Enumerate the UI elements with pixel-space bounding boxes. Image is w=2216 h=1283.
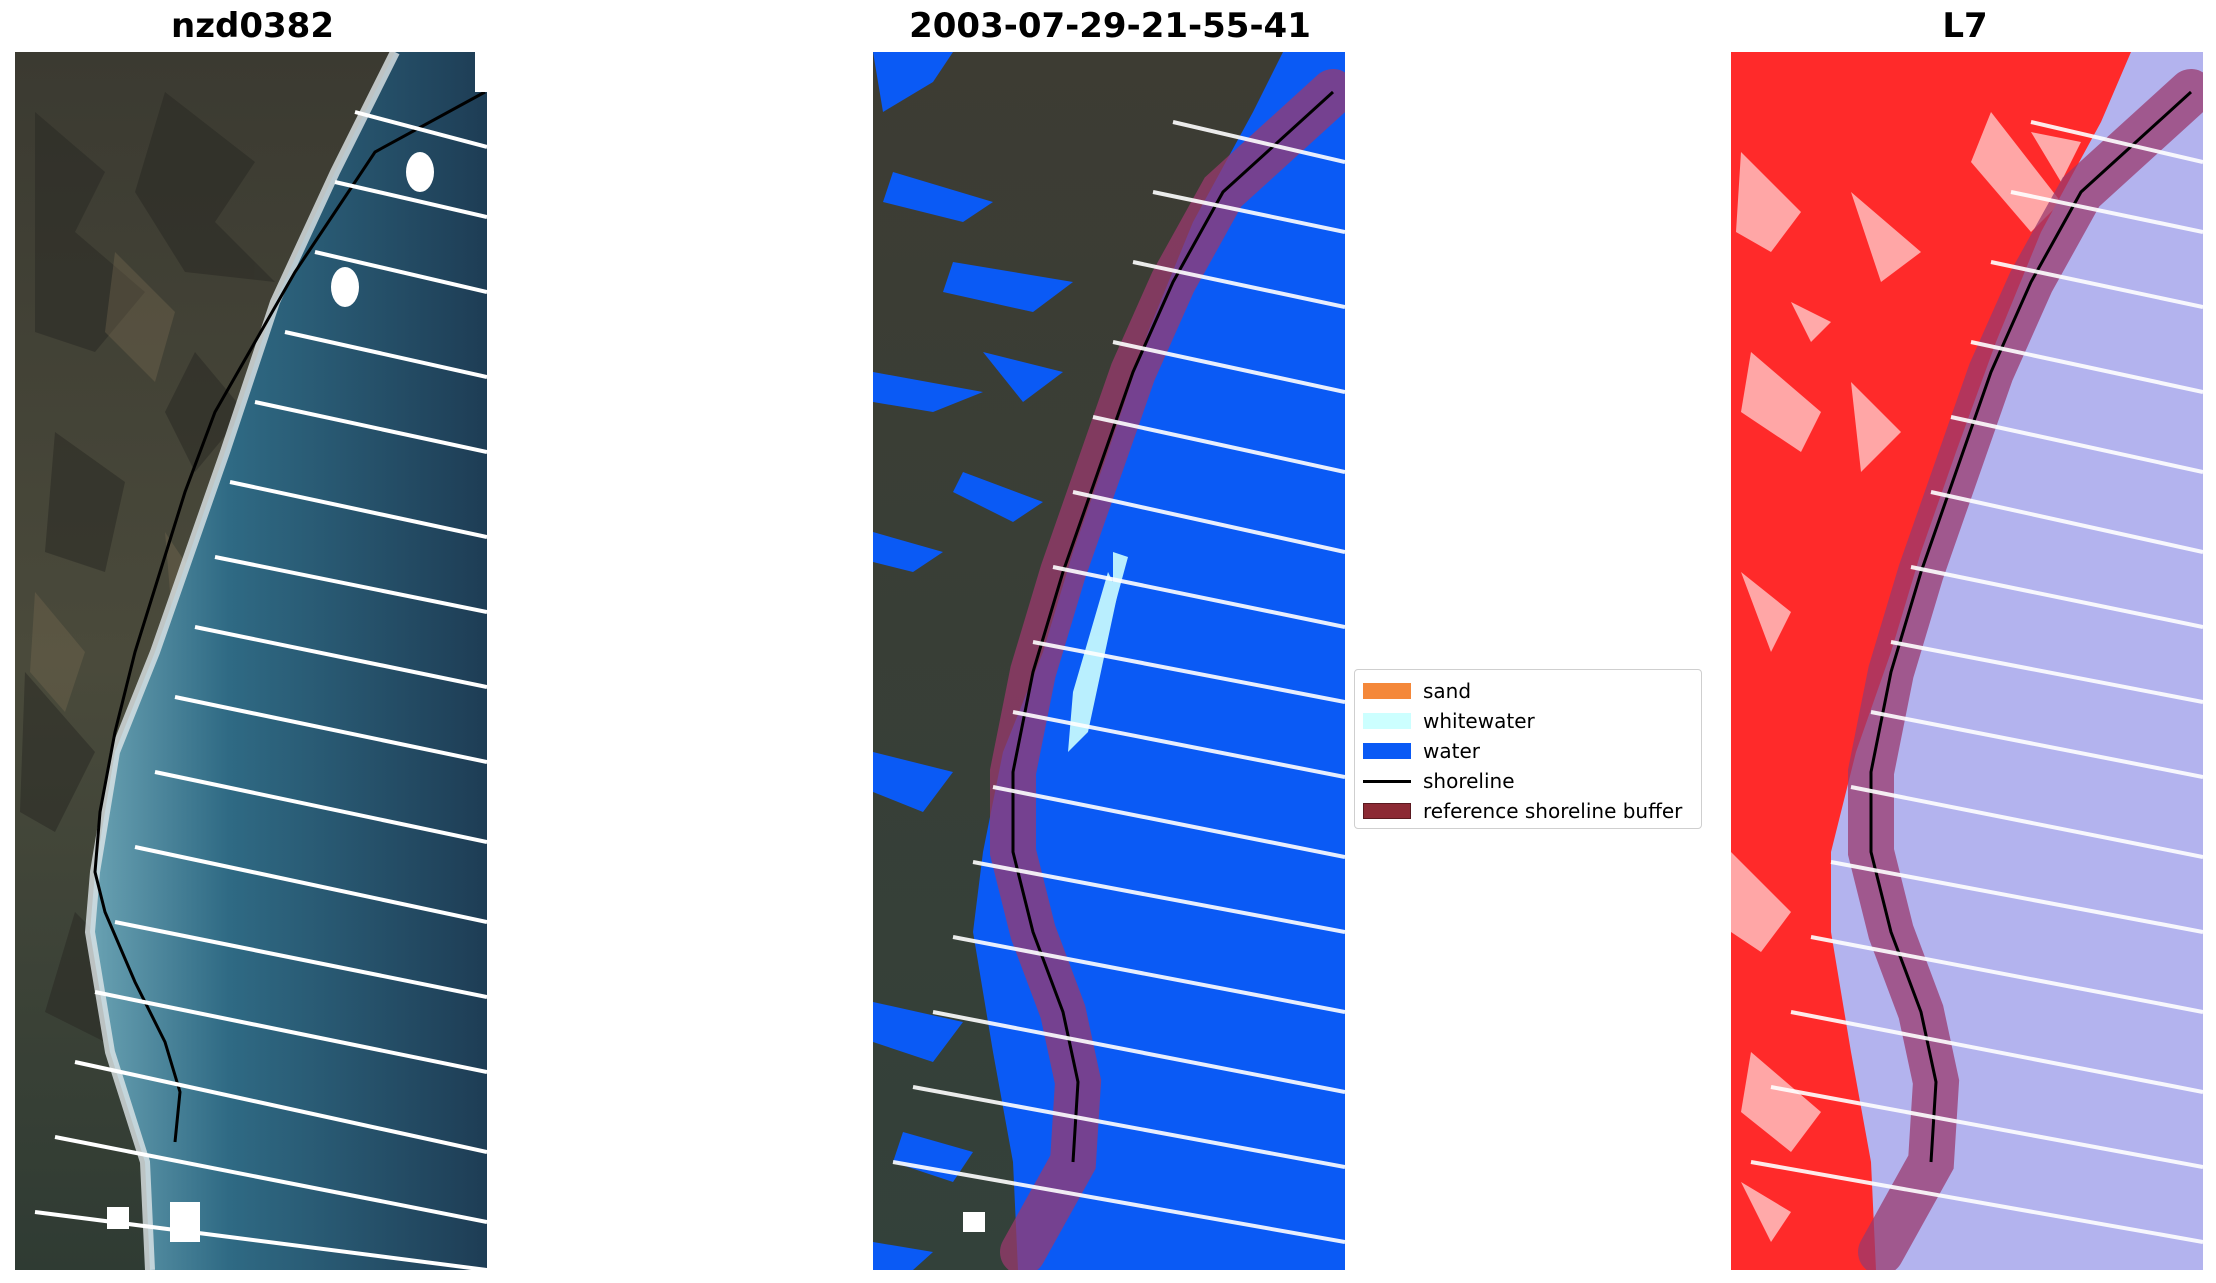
- land-water-patches: [873, 52, 1073, 1270]
- terrain-texture: [20, 92, 275, 1042]
- shoreline-line: [1869, 90, 2193, 1163]
- shoreline-line: [1011, 90, 1335, 1163]
- sand-swatch: [1363, 683, 1411, 699]
- legend-label: shoreline: [1423, 769, 1515, 793]
- panel-title-sensor: L7: [1942, 6, 1988, 46]
- scan-line-gaps: [1750, 120, 2203, 1244]
- scan-line-gaps: [34, 110, 487, 1270]
- shoreline-swatch: [1363, 780, 1411, 783]
- cloud-patches: [107, 52, 487, 1242]
- rgb-image-panel: [15, 52, 487, 1270]
- legend: sand whitewater water shoreline referenc…: [1354, 669, 1702, 829]
- legend-label: reference shoreline buffer: [1423, 799, 1683, 823]
- surf-zone: [84, 52, 400, 1270]
- water-swatch: [1363, 743, 1411, 759]
- classified-image-panel: [873, 52, 1345, 1270]
- panel-title-rgb: nzd0382: [171, 6, 334, 46]
- index-image-panel: [1731, 52, 2203, 1270]
- land-texture: [1731, 112, 2061, 1152]
- panel-title-date: 2003-07-29-21-55-41: [909, 6, 1311, 46]
- legend-label: whitewater: [1423, 709, 1535, 733]
- scan-line-gaps: [892, 120, 1345, 1244]
- whitewater-swatch: [1363, 713, 1411, 729]
- buffer-swatch: [1363, 803, 1411, 819]
- legend-label: sand: [1423, 679, 1472, 703]
- legend-label: water: [1423, 739, 1480, 763]
